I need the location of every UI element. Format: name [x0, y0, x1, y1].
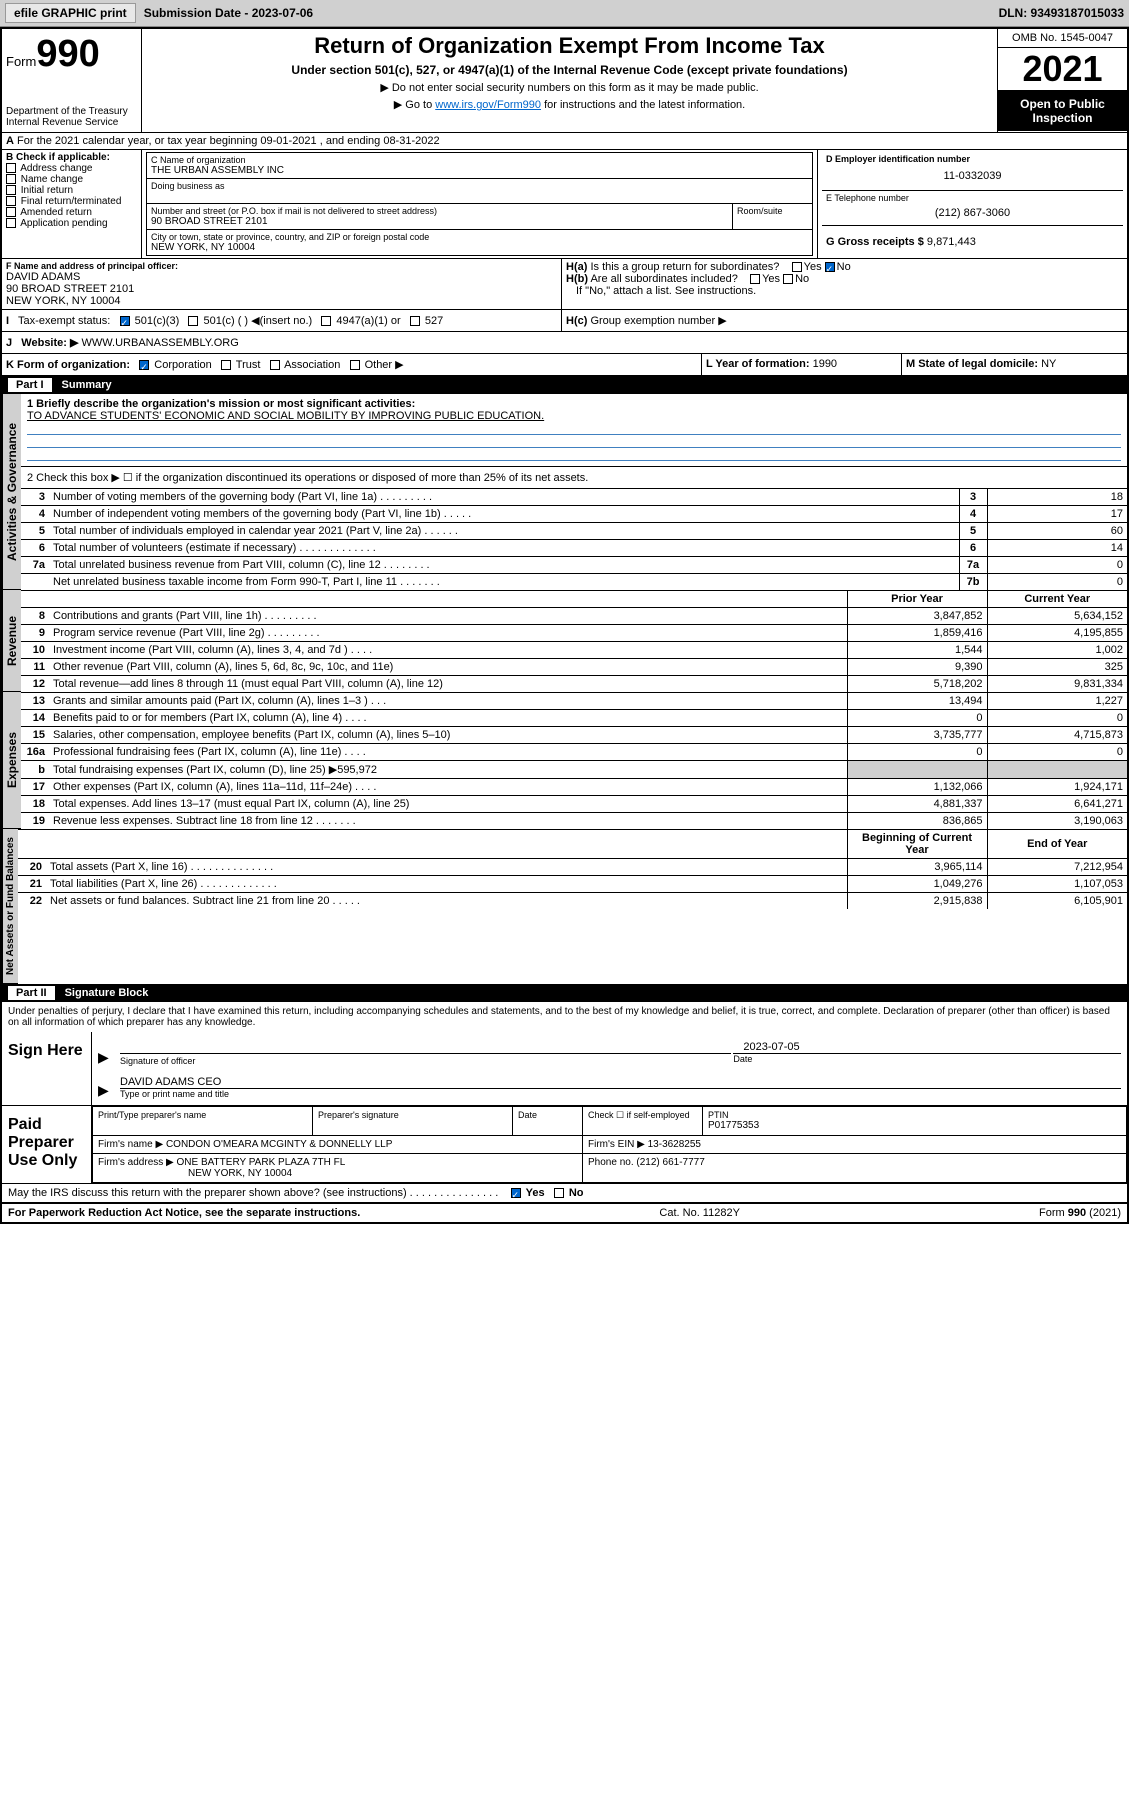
form-foot: Form 990 (2021) — [1039, 1207, 1121, 1219]
dln-label: DLN: 93493187015033 — [999, 6, 1124, 20]
form-note-link: ▶ Go to www.irs.gov/Form990 for instruct… — [152, 98, 987, 111]
block-b-checkboxes: B Check if applicable: Address change Na… — [2, 150, 142, 258]
chk-4947[interactable] — [321, 316, 331, 326]
form-id-block: Form990 Department of the Treasury Inter… — [2, 29, 142, 132]
ha-yes[interactable] — [792, 262, 802, 272]
revenue-table: Prior YearCurrent Year8Contributions and… — [21, 590, 1127, 692]
netassets-table: Beginning of Current YearEnd of Year20To… — [18, 829, 1127, 909]
irs-link[interactable]: www.irs.gov/Form990 — [435, 99, 541, 111]
year-block: OMB No. 1545-0047 2021 Open to Public In… — [997, 29, 1127, 132]
firm-phone: (212) 661-7777 — [636, 1157, 704, 1168]
paid-preparer-block: Paid Preparer Use Only Print/Type prepar… — [2, 1106, 1127, 1184]
org-city: NEW YORK, NY 10004 — [151, 242, 808, 253]
discuss-row: May the IRS discuss this return with the… — [2, 1184, 1127, 1204]
state-domicile: NY — [1041, 358, 1056, 370]
tax-year: 2021 — [998, 48, 1127, 91]
expenses-section: Expenses 13Grants and similar amounts pa… — [2, 692, 1127, 829]
form-subtitle: Under section 501(c), 527, or 4947(a)(1)… — [152, 63, 987, 77]
form-document: Form990 Department of the Treasury Inter… — [0, 27, 1129, 1224]
chk-final-return-terminated[interactable] — [6, 196, 16, 206]
firm-ein: 13-3628255 — [648, 1139, 701, 1150]
tax-period-row: A For the 2021 calendar year, or tax yea… — [2, 133, 1127, 150]
arrow-icon: ▶ — [98, 1082, 109, 1098]
block-d-e-g: D Employer identification number11-03320… — [817, 150, 1127, 258]
ein: 11-0332039 — [826, 164, 1119, 188]
chk-corp[interactable] — [139, 360, 149, 370]
chk-amended-return[interactable] — [6, 207, 16, 217]
cat-no: Cat. No. 11282Y — [659, 1207, 740, 1219]
part1-header: Part I Summary — [2, 376, 1127, 394]
chk-address-change[interactable] — [6, 163, 16, 173]
form-note-ssn: ▶ Do not enter social security numbers o… — [152, 81, 987, 94]
form-title-block: Return of Organization Exempt From Incom… — [142, 29, 997, 132]
officer-name: DAVID ADAMS — [6, 271, 557, 283]
hb-yes[interactable] — [750, 274, 760, 284]
block-c-name-addr: C Name of organizationTHE URBAN ASSEMBLY… — [142, 150, 817, 258]
chk-trust[interactable] — [221, 360, 231, 370]
form-number: 990 — [36, 33, 99, 75]
chk-501c[interactable] — [188, 316, 198, 326]
sig-date: 2023-07-05 — [733, 1041, 1121, 1053]
chk-application-pending[interactable] — [6, 218, 16, 228]
arrow-icon: ▶ — [98, 1049, 109, 1065]
discuss-no[interactable] — [554, 1188, 564, 1198]
hb-no[interactable] — [783, 274, 793, 284]
submission-label: Submission Date - 2023-07-06 — [144, 6, 313, 20]
chk-527[interactable] — [410, 316, 420, 326]
expenses-table: 13Grants and similar amounts paid (Part … — [21, 692, 1127, 829]
declaration-text: Under penalties of perjury, I declare th… — [2, 1002, 1127, 1032]
toolbar: efile GRAPHIC print Submission Date - 20… — [0, 0, 1129, 27]
entity-block: B Check if applicable: Address change Na… — [2, 150, 1127, 259]
chk-501c3[interactable] — [120, 316, 130, 326]
org-name: THE URBAN ASSEMBLY INC — [151, 165, 808, 176]
phone: (212) 867-3060 — [826, 203, 1119, 223]
sign-here-block: Sign Here ▶ Signature of officer 2023-07… — [2, 1032, 1127, 1106]
ha-no[interactable] — [825, 262, 835, 272]
year-formation: 1990 — [813, 358, 837, 370]
ptin-value: P01775353 — [708, 1120, 1121, 1131]
chk-name-change[interactable] — [6, 174, 16, 184]
officer-row: F Name and address of principal officer:… — [2, 259, 1127, 310]
website-value: WWW.URBANASSEMBLY.ORG — [82, 337, 239, 349]
block-h: H(a) Is this a group return for subordin… — [562, 259, 1127, 309]
dept-label: Department of the Treasury Internal Reve… — [6, 106, 137, 128]
inspection-badge: Open to Public Inspection — [998, 91, 1127, 131]
chk-other[interactable] — [350, 360, 360, 370]
part2-header: Part II Signature Block — [2, 984, 1127, 1002]
governance-table: 3Number of voting members of the governi… — [21, 488, 1127, 590]
firm-name: CONDON O'MEARA MCGINTY & DONNELLY LLP — [166, 1139, 392, 1150]
tax-status-row: I Tax-exempt status: 501(c)(3) 501(c) ( … — [2, 310, 1127, 332]
netassets-section: Net Assets or Fund Balances Beginning of… — [2, 829, 1127, 984]
form-footer: For Paperwork Reduction Act Notice, see … — [2, 1204, 1127, 1222]
chk-initial-return[interactable] — [6, 185, 16, 195]
omb-number: OMB No. 1545-0047 — [998, 29, 1127, 48]
form-header: Form990 Department of the Treasury Inter… — [2, 29, 1127, 133]
website-row: J Website: ▶ WWW.URBANASSEMBLY.ORG — [2, 332, 1127, 354]
form-org-row: K Form of organization: Corporation Trus… — [2, 354, 1127, 376]
mission-text: TO ADVANCE STUDENTS' ECONOMIC AND SOCIAL… — [27, 410, 1121, 422]
discuss-yes[interactable] — [511, 1188, 521, 1198]
q2-checkbox-row: 2 Check this box ▶ ☐ if the organization… — [21, 467, 1127, 488]
org-street: 90 BROAD STREET 2101 — [151, 216, 728, 227]
form-title: Return of Organization Exempt From Incom… — [152, 33, 987, 59]
revenue-section: Revenue Prior YearCurrent Year8Contribut… — [2, 590, 1127, 692]
firm-addr: ONE BATTERY PARK PLAZA 7TH FL — [177, 1157, 346, 1168]
gross-receipts: 9,871,443 — [927, 236, 976, 248]
officer-name-title: DAVID ADAMS CEO — [120, 1076, 1121, 1088]
governance-section: Activities & Governance 1 Briefly descri… — [2, 394, 1127, 590]
efile-button[interactable]: efile GRAPHIC print — [5, 3, 136, 23]
chk-assoc[interactable] — [270, 360, 280, 370]
